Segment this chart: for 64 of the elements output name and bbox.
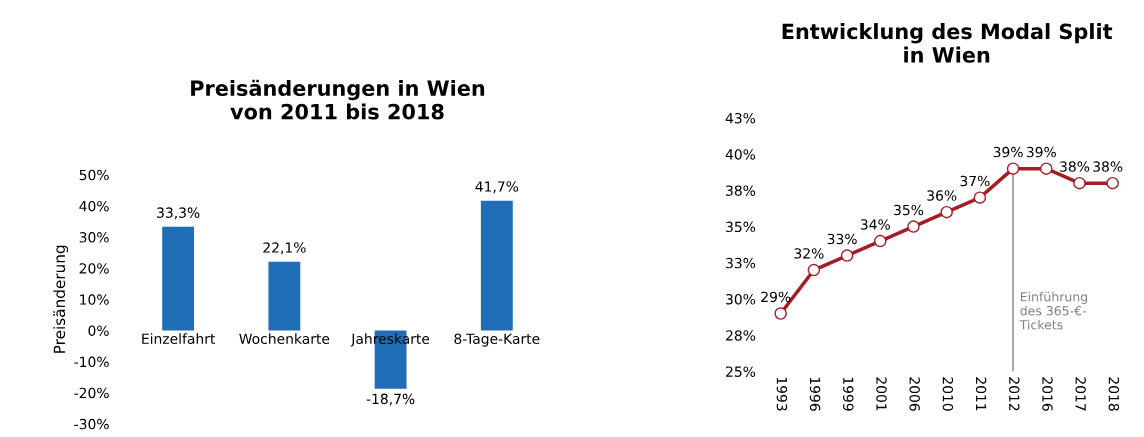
- y-axis-title: Preisänderung: [53, 245, 69, 353]
- point: [1039, 162, 1053, 175]
- y-tick-label: 33%: [726, 257, 756, 269]
- y-tick-label: -20%: [74, 387, 109, 399]
- data-label: 38%: [1093, 161, 1123, 172]
- x-tick-label: 1993: [776, 377, 788, 411]
- data-label: 38%: [1060, 161, 1090, 172]
- x-tick-label: 1999: [843, 377, 854, 411]
- x-tick-label: Einzelfahrt: [142, 333, 216, 345]
- x-tick-label: Wochenkarte: [239, 333, 330, 345]
- point: [907, 220, 920, 233]
- data-label: 32%: [794, 248, 824, 259]
- x-tick-label: 2017: [1075, 377, 1086, 411]
- data-label: 37%: [960, 175, 990, 187]
- point: [774, 307, 787, 320]
- point: [973, 191, 987, 204]
- x-tick-label: 1996: [809, 377, 821, 411]
- data-label: 33%: [827, 233, 857, 245]
- x-tick-label: 2018: [1108, 377, 1120, 411]
- chart-title: Preisänderungen in Wien von 2011 bis 2018: [191, 79, 485, 120]
- data-label: 39%: [1026, 146, 1056, 158]
- point: [874, 234, 887, 248]
- chart-title: Entwicklung des Modal Split in Wien: [782, 23, 1113, 63]
- bar: [480, 200, 513, 331]
- y-tick-label: 40%: [725, 149, 756, 160]
- point: [1073, 176, 1086, 190]
- x-tick-label: 2006: [909, 377, 920, 411]
- y-tick-label: 43%: [725, 112, 756, 124]
- x-tick-label: 2010: [942, 377, 954, 411]
- data-label: 33,3%: [157, 207, 200, 220]
- x-tick-label: 2012: [1009, 377, 1020, 411]
- data-label: 36%: [927, 190, 957, 201]
- y-tick-label: 30%: [726, 294, 756, 305]
- y-tick-label: 30%: [79, 232, 109, 243]
- x-tick-label: 8-Tage-Karte: [454, 333, 540, 347]
- y-tick-label: 40%: [79, 200, 109, 212]
- point: [840, 249, 854, 262]
- y-tick-label: 28%: [726, 330, 756, 341]
- data-label: -18,7%: [366, 393, 415, 406]
- point: [1106, 176, 1119, 190]
- y-tick-label: -10%: [74, 356, 109, 368]
- y-tick-label: 10%: [80, 294, 109, 305]
- data-label: 22,1%: [263, 242, 306, 255]
- data-label: 35%: [894, 204, 924, 216]
- point: [807, 263, 821, 277]
- y-tick-label: 50%: [79, 169, 109, 181]
- y-tick-label: 38%: [726, 185, 756, 196]
- data-label: 39%: [993, 146, 1023, 158]
- x-tick-label: 2001: [876, 377, 887, 411]
- x-tick-label: 2016: [1042, 377, 1053, 411]
- y-tick-label: 20%: [79, 263, 109, 274]
- ref-line-label: Einführung des 365-€- Tickets: [1019, 291, 1088, 330]
- y-tick-label: 35%: [726, 221, 756, 233]
- point: [940, 205, 953, 219]
- y-tick-label: -30%: [74, 418, 109, 430]
- data-label: 29%: [761, 291, 791, 303]
- data-label: 41,7%: [475, 181, 519, 194]
- data-label: 34%: [860, 219, 890, 230]
- y-tick-label: 0%: [88, 325, 109, 336]
- point: [1006, 162, 1020, 175]
- y-tick-label: 25%: [726, 366, 756, 377]
- bar: [268, 261, 301, 331]
- x-tick-label: 2011: [975, 377, 987, 411]
- bar: [162, 226, 195, 331]
